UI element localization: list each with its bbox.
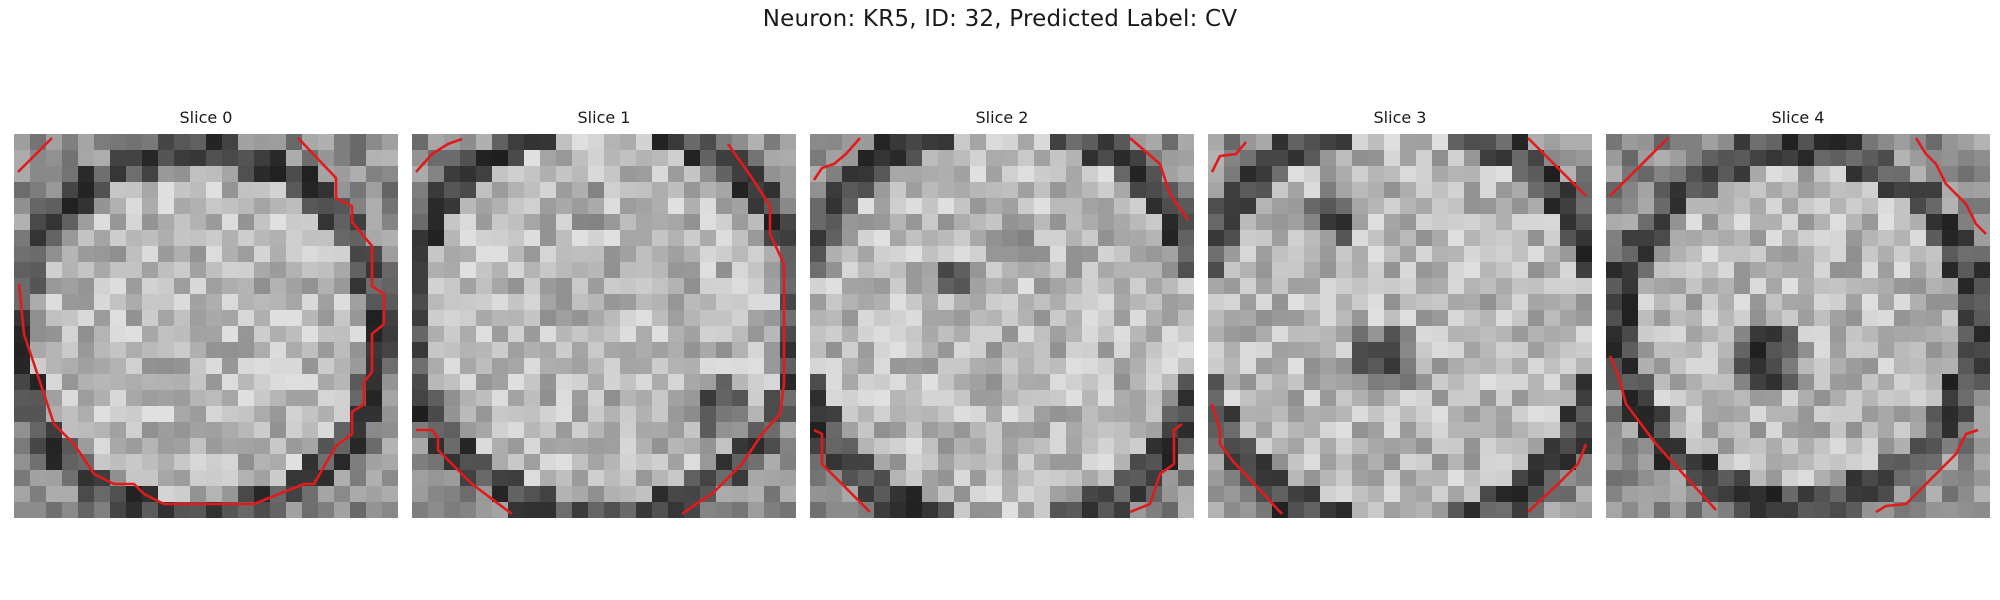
- slice-title: Slice 1: [577, 108, 631, 127]
- segmentation-contour: [1129, 422, 1183, 514]
- slice-panel-4: Slice 4: [1606, 108, 1990, 528]
- slice-panel-3: Slice 3: [1208, 108, 1592, 528]
- figure-title: Neuron: KR5, ID: 32, Predicted Label: CV: [762, 6, 1238, 32]
- segmentation-contour: [813, 428, 871, 513]
- slice-title: Slice 2: [975, 108, 1029, 127]
- slice-image-0: [14, 134, 398, 518]
- slice-title: Slice 0: [179, 108, 233, 127]
- segmentation-contour: [1875, 428, 1979, 514]
- slice-title: Slice 3: [1373, 108, 1427, 127]
- slice-panel-2: Slice 2: [810, 108, 1194, 528]
- segmentation-contour: [812, 137, 861, 181]
- segmentation-contour: [681, 143, 786, 516]
- segmentation-contour: [1527, 443, 1588, 513]
- segmentation-contour: [1210, 141, 1247, 173]
- slice-image-4: [1606, 134, 1990, 518]
- segmentation-contour: [416, 428, 513, 516]
- segmentation-contour: [415, 137, 463, 173]
- slice-panel-0: Slice 0: [14, 108, 398, 528]
- slice-panel-1: Slice 1: [412, 108, 796, 528]
- slice-title: Slice 4: [1771, 108, 1825, 127]
- slice-image-3: [1208, 134, 1592, 518]
- segmentation-contour: [1608, 355, 1717, 511]
- segmentation-contour: [1129, 137, 1190, 221]
- segmentation-contour: [17, 137, 386, 506]
- segmentation-contour: [1210, 403, 1283, 515]
- segmentation-contour: [1527, 137, 1587, 197]
- slice-image-2: [810, 134, 1194, 518]
- segmentation-contour: [17, 137, 53, 173]
- segmentation-contour: [1609, 137, 1669, 197]
- segmentation-contour: [1914, 137, 1987, 235]
- slice-image-1: [412, 134, 796, 518]
